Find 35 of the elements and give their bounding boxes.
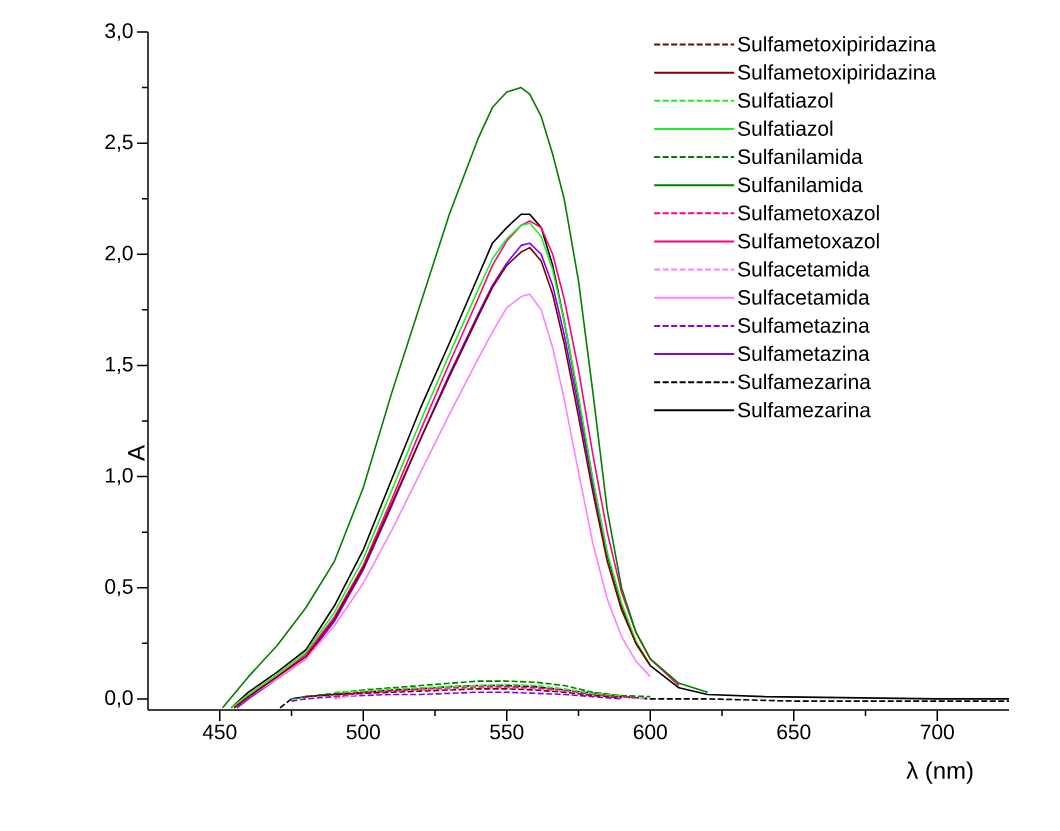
line-series [305, 688, 623, 699]
legend-label: Sulfametoxipiridazina [738, 36, 936, 56]
line-series [333, 686, 646, 700]
legend-label: Sulfacetamida [738, 261, 870, 277]
legend-label: Sulfatiazol [738, 120, 833, 136]
y-tick-label: 0,5 [105, 579, 133, 597]
y-tick-label: 3,0 [105, 23, 133, 41]
legend-label: Sulfametoxazol [738, 233, 879, 249]
x-tick-label: 450 [202, 724, 237, 740]
x-tick-label: 550 [490, 724, 524, 740]
legend-label: Sulfanilamida [738, 176, 863, 193]
legend-label: Sulfatiazol [738, 92, 833, 108]
y-axis-title: A [128, 445, 145, 461]
y-tick-label: 2,0 [105, 245, 133, 263]
legend-label: Sulfametoxipiridazina [738, 64, 936, 84]
line-series [333, 683, 623, 697]
x-tick-label: 500 [346, 724, 380, 740]
legend-label: Sulfamezarina [738, 373, 871, 390]
line-series [221, 86, 709, 709]
y-tick-label: 2,5 [105, 134, 133, 152]
x-axis-title: λ (nm) [906, 761, 973, 784]
x-tick-label: 700 [920, 724, 954, 740]
y-tick-label: 1,5 [105, 356, 133, 374]
legend-label: Sulfanilamida [738, 148, 863, 165]
legend-label: Sulfacetamida [738, 289, 870, 305]
y-tick-label: 0,0 [105, 690, 133, 708]
x-tick-label: 600 [633, 724, 667, 740]
line-series [290, 691, 623, 702]
y-tick-label: 1,0 [105, 467, 133, 486]
x-tick-label: 650 [777, 724, 811, 740]
legend-label: Sulfametoxazol [738, 205, 879, 221]
line-series [333, 685, 637, 699]
legend-label: Sulfametazina [738, 317, 870, 333]
legend-label: Sulfamezarina [738, 401, 871, 418]
legend-label: Sulfametazina [738, 345, 870, 362]
